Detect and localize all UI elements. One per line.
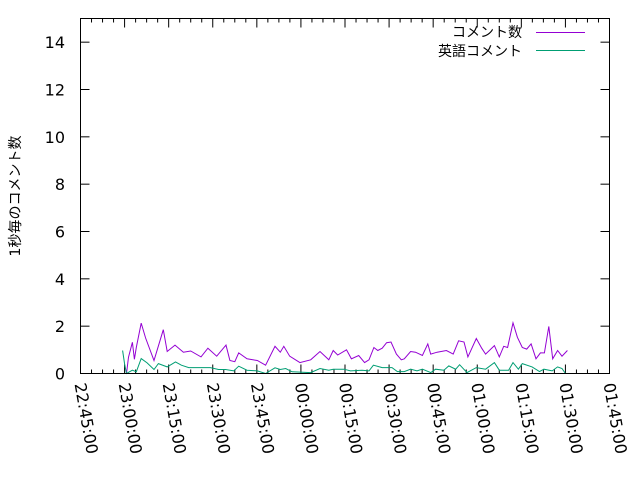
x-tick-label: 01:30:00	[555, 381, 586, 455]
x-tick-label: 00:45:00	[423, 381, 454, 455]
series-line-0	[126, 320, 568, 374]
x-tick-label: 22:45:00	[71, 381, 102, 455]
y-tick-label: 10	[45, 128, 65, 147]
ticks	[80, 18, 610, 374]
y-tick-label: 4	[55, 270, 65, 289]
x-tick-label: 00:30:00	[379, 381, 410, 455]
x-tick-label: 01:45:00	[600, 381, 631, 455]
x-tick-label: 00:00:00	[291, 381, 322, 455]
y-tick-label: 0	[55, 365, 65, 384]
x-tick-label: 00:15:00	[335, 381, 366, 455]
x-tick-label: 23:45:00	[247, 381, 278, 455]
y-tick-labels: 0 2 4 6 8 10 12 14	[45, 33, 65, 383]
plot-frame	[80, 18, 610, 374]
x-tick-label: 23:15:00	[159, 381, 190, 455]
y-axis-label: 1秒毎のコメント数	[8, 136, 24, 257]
y-tick-label: 6	[55, 223, 65, 242]
y-tick-label: 8	[55, 175, 65, 194]
legend-label-1: 英語コメント	[438, 43, 522, 60]
x-tick-label: 01:00:00	[467, 381, 498, 455]
x-tick-label: 23:30:00	[203, 381, 234, 455]
x-tick-label: 23:00:00	[115, 381, 146, 455]
x-tick-labels: 22:45:00 23:00:00 23:15:00 23:30:00 23:45:00…	[71, 381, 631, 455]
series-layer	[122, 320, 568, 375]
legend: コメント数 英語コメント	[438, 25, 585, 60]
x-tick-label: 01:15:00	[511, 381, 542, 455]
series-line-1	[122, 350, 566, 375]
legend-label-0: コメント数	[452, 25, 522, 41]
y-tick-label: 2	[55, 317, 65, 336]
y-tick-label: 14	[45, 33, 65, 52]
y-tick-label: 12	[45, 81, 65, 100]
